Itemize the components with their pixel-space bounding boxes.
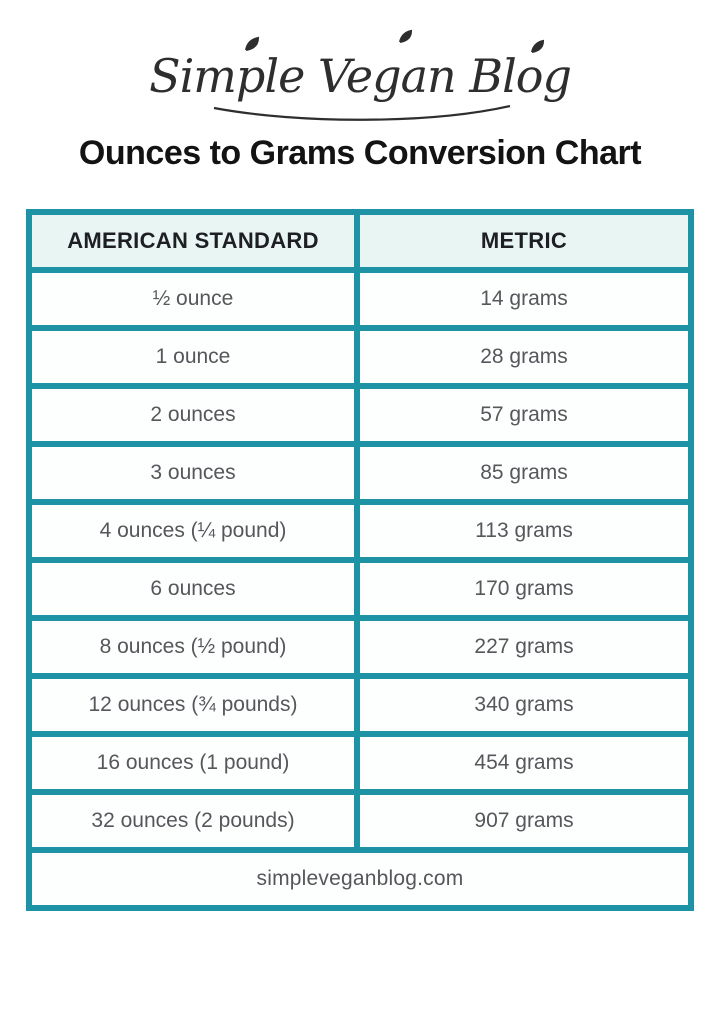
table-body: ½ ounce 14 grams 1 ounce 28 grams 2 ounces 57… <box>26 267 694 853</box>
table-row: 8 ounces (½ pound) 227 grams <box>26 615 694 679</box>
grams-cell: 454 grams <box>354 731 694 795</box>
footer-row: simpleveganblog.com <box>26 847 694 911</box>
logo-flourish <box>213 104 511 121</box>
grams-cell: 340 grams <box>354 673 694 737</box>
logo-graphic: Simple Vegan Blog <box>150 29 570 121</box>
table-row: 16 ounces (1 pound) 454 grams <box>26 731 694 795</box>
conversion-table: AMERICAN STANDARD METRIC ½ ounce 14 grams… <box>26 209 694 911</box>
ounces-cell: 1 ounce <box>26 325 360 389</box>
grams-cell: 113 grams <box>354 499 694 563</box>
grams-cell: 907 grams <box>354 789 694 853</box>
grams-cell: 170 grams <box>354 557 694 621</box>
ounces-cell: 3 ounces <box>26 441 360 505</box>
column-header-metric: METRIC <box>354 209 694 273</box>
ounces-cell: 4 ounces (¼ pound) <box>26 499 360 563</box>
table-row: 3 ounces 85 grams <box>26 441 694 505</box>
ounces-cell: ½ ounce <box>26 267 360 331</box>
table-row: 2 ounces 57 grams <box>26 383 694 447</box>
ounces-cell: 32 ounces (2 pounds) <box>26 789 360 853</box>
column-header-american-standard: AMERICAN STANDARD <box>26 209 360 273</box>
grams-cell: 227 grams <box>354 615 694 679</box>
logo-text: Simple Vegan Blog <box>150 49 570 103</box>
table-row: 6 ounces 170 grams <box>26 557 694 621</box>
leaf-icon <box>245 29 545 53</box>
grams-cell: 85 grams <box>354 441 694 505</box>
header-row: AMERICAN STANDARD METRIC <box>26 209 694 273</box>
table-footer: simpleveganblog.com <box>26 847 694 911</box>
table-row: 32 ounces (2 pounds) 907 grams <box>26 789 694 853</box>
ounces-cell: 6 ounces <box>26 557 360 621</box>
ounces-cell: 16 ounces (1 pound) <box>26 731 360 795</box>
website-url: simpleveganblog.com <box>26 847 694 911</box>
ounces-cell: 2 ounces <box>26 383 360 447</box>
grams-cell: 14 grams <box>354 267 694 331</box>
grams-cell: 57 grams <box>354 383 694 447</box>
table-header: AMERICAN STANDARD METRIC <box>26 209 694 273</box>
table-row: 4 ounces (¼ pound) 113 grams <box>26 499 694 563</box>
ounces-cell: 8 ounces (½ pound) <box>26 615 360 679</box>
table-row: 1 ounce 28 grams <box>26 325 694 389</box>
ounces-cell: 12 ounces (¾ pounds) <box>26 673 360 737</box>
logo: Simple Vegan Blog <box>0 0 720 128</box>
grams-cell: 28 grams <box>354 325 694 389</box>
page-title: Ounces to Grams Conversion Chart <box>78 134 642 172</box>
table-row: 12 ounces (¾ pounds) 340 grams <box>26 673 694 737</box>
table-row: ½ ounce 14 grams <box>26 267 694 331</box>
